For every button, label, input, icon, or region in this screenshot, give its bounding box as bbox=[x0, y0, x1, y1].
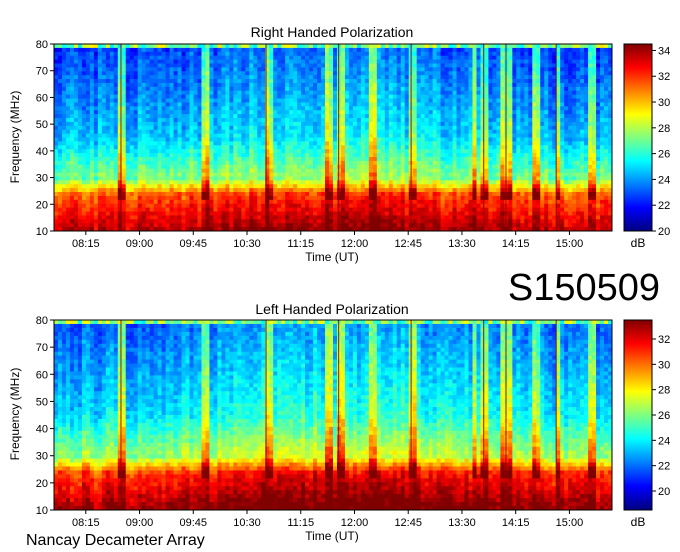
colorbar-tick-label: 28 bbox=[658, 123, 670, 135]
panel-title: Left Handed Polarization bbox=[255, 301, 408, 317]
x-tick-label: 13:30 bbox=[448, 238, 476, 250]
y-axis-label: Frequency (MHz) bbox=[8, 368, 22, 461]
y-tick-label: 70 bbox=[36, 342, 48, 354]
y-tick-label: 30 bbox=[36, 173, 48, 185]
x-tick-label: 10:30 bbox=[233, 238, 261, 250]
y-tick-label: 40 bbox=[36, 424, 48, 436]
colorbar-tick-label: 30 bbox=[658, 97, 670, 109]
x-tick-label: 09:45 bbox=[180, 517, 208, 529]
colorbar-tick-label: 22 bbox=[658, 461, 670, 473]
heatmap-left bbox=[54, 320, 613, 511]
figure-id: S150509 bbox=[508, 267, 660, 309]
y-tick-label: 60 bbox=[36, 92, 48, 104]
y-tick-label: 20 bbox=[36, 478, 48, 490]
y-tick-label: 10 bbox=[36, 226, 48, 238]
colorbar-tick-label: 32 bbox=[658, 71, 670, 83]
x-tick-label: 15:00 bbox=[556, 238, 584, 250]
x-axis-label: Time (UT) bbox=[305, 250, 359, 264]
y-tick-label: 20 bbox=[36, 199, 48, 211]
x-tick-label: 14:15 bbox=[502, 238, 530, 250]
colorbar-tick-label: 28 bbox=[658, 385, 670, 397]
colorbar-tick-label: 26 bbox=[658, 410, 670, 422]
y-tick-label: 50 bbox=[36, 396, 48, 408]
plot-frame bbox=[53, 319, 613, 511]
y-tick-label: 10 bbox=[36, 505, 48, 517]
colorbar-tick-label: 24 bbox=[658, 174, 670, 186]
y-tick-label: 80 bbox=[36, 315, 48, 327]
y-tick-label: 80 bbox=[36, 39, 48, 51]
y-axis-ticks: 10 20 30 40 50 60 70 80 bbox=[36, 315, 54, 517]
colorbar-label: dB bbox=[631, 515, 646, 529]
x-tick-label: 09:00 bbox=[126, 517, 154, 529]
x-tick-label: 15:00 bbox=[556, 517, 584, 529]
x-tick-label: 12:00 bbox=[341, 517, 369, 529]
colorbar-tick-label: 20 bbox=[658, 226, 670, 238]
x-tick-label: 11:15 bbox=[287, 517, 314, 529]
colorbar bbox=[623, 43, 653, 232]
y-tick-label: 30 bbox=[36, 451, 48, 463]
y-tick-label: 70 bbox=[36, 66, 48, 78]
colorbar bbox=[623, 319, 653, 511]
colorbar-tick-label: 32 bbox=[658, 334, 670, 346]
x-tick-label: 08:15 bbox=[72, 238, 100, 250]
y-tick-label: 50 bbox=[36, 119, 48, 131]
x-axis-ticks: 08:15 09:00 09:45 10:30 11:15 12:00 12:45 13:30… bbox=[72, 510, 583, 529]
x-tick-label: 10:30 bbox=[233, 517, 261, 529]
x-tick-label: 13:30 bbox=[448, 517, 476, 529]
x-axis-ticks: 08:15 09:00 09:45 10:30 11:15 12:00 12:45 13:30… bbox=[72, 231, 583, 250]
colorbar-tick-label: 24 bbox=[658, 435, 670, 447]
plot-frame bbox=[53, 43, 613, 232]
x-tick-label: 08:15 bbox=[72, 517, 100, 529]
x-axis-label: Time (UT) bbox=[305, 529, 359, 543]
panel-right-handed: Right Handed Polarization 10 20 30 40 50 60 70… bbox=[8, 24, 670, 264]
y-axis-label: Frequency (MHz) bbox=[8, 91, 22, 184]
x-tick-label: 09:45 bbox=[180, 238, 208, 250]
credit-label: Nancay Decameter Array bbox=[26, 532, 205, 549]
x-tick-label: 12:45 bbox=[394, 238, 422, 250]
colorbar-tick-label: 22 bbox=[658, 200, 670, 212]
colorbar-tick-label: 20 bbox=[658, 486, 670, 498]
colorbar-tick-label: 26 bbox=[658, 149, 670, 161]
y-axis-ticks: 10 20 30 40 50 60 70 80 bbox=[36, 39, 54, 238]
heatmap-right bbox=[54, 44, 613, 232]
colorbar-ticks: 20 22 24 26 28 30 32 34 bbox=[652, 45, 670, 238]
x-tick-label: 12:00 bbox=[341, 238, 369, 250]
colorbar-ticks: 20 22 24 26 28 30 32 bbox=[652, 334, 670, 498]
colorbar-tick-label: 34 bbox=[658, 45, 670, 57]
colorbar-tick-label: 30 bbox=[658, 359, 670, 371]
x-tick-label: 11:15 bbox=[287, 238, 314, 250]
x-tick-label: 09:00 bbox=[126, 238, 154, 250]
y-tick-label: 60 bbox=[36, 369, 48, 381]
panel-left-handed: Left Handed Polarization 10 20 30 40 50 60 70 8… bbox=[8, 301, 670, 543]
panel-title: Right Handed Polarization bbox=[251, 24, 414, 40]
colorbar-label: dB bbox=[631, 236, 646, 250]
x-tick-label: 12:45 bbox=[394, 517, 422, 529]
x-tick-label: 14:15 bbox=[502, 517, 530, 529]
y-tick-label: 40 bbox=[36, 146, 48, 158]
